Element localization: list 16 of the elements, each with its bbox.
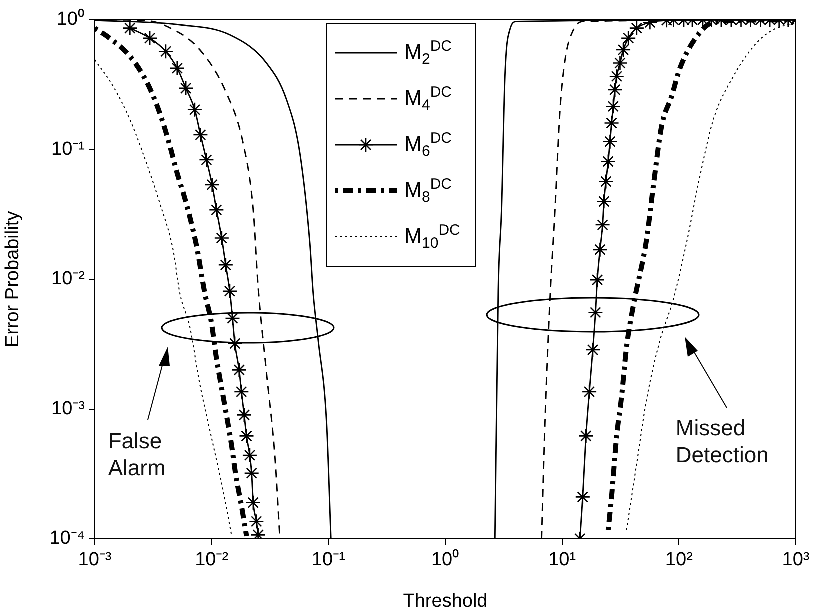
annotation: False Alarm — [108, 428, 166, 481]
x-tick-label: 10⁻¹ — [312, 550, 346, 571]
y-axis-title: Error Probability — [2, 210, 24, 348]
y-tick-label: 10⁻³ — [52, 398, 85, 420]
y-tick-label: 10⁰ — [56, 8, 85, 30]
x-tick-label: 10⁰ — [431, 548, 460, 571]
x-axis-title: Threshold — [403, 590, 488, 612]
y-tick-label: 10⁻¹ — [52, 138, 85, 160]
y-tick-label: 10⁻⁴ — [50, 528, 85, 550]
x-tick-label: 10² — [665, 550, 693, 571]
x-tick-label: 10⁻³ — [78, 550, 112, 571]
y-tick-label: 10⁻² — [52, 268, 85, 290]
x-tick-label: 10¹ — [548, 550, 576, 571]
x-tick-label: 10⁻² — [195, 550, 229, 571]
annotation: Missed Detection — [676, 416, 769, 468]
x-tick-label: 10³ — [782, 550, 810, 571]
